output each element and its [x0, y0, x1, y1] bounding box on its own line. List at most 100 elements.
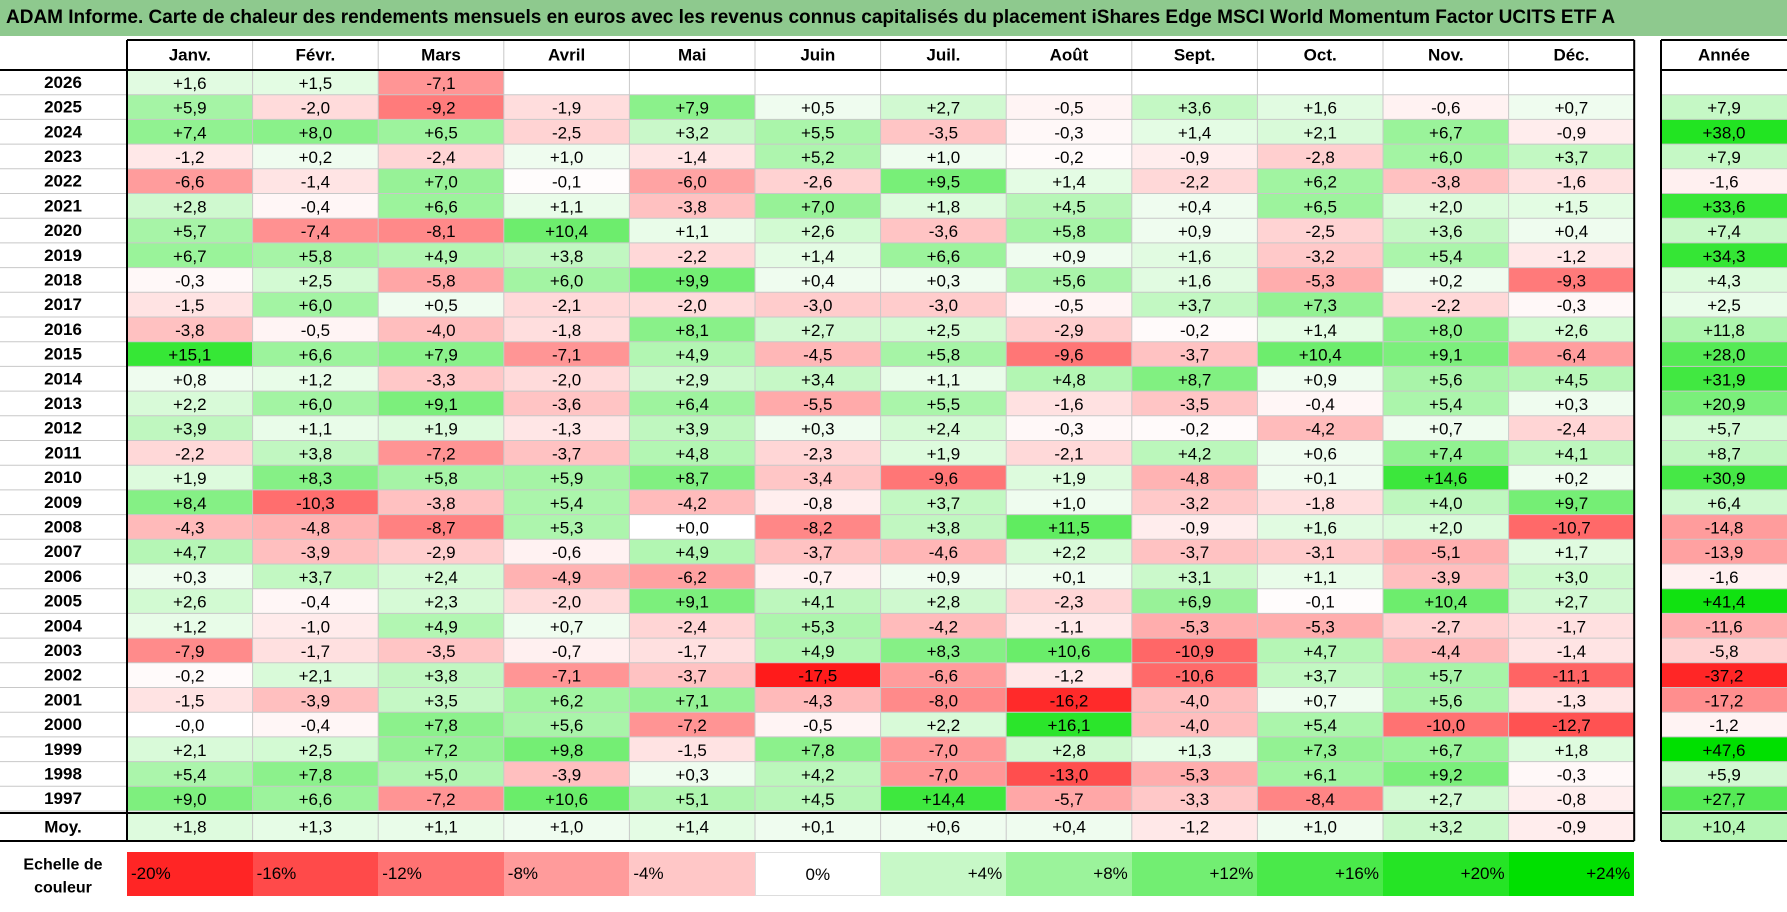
- heatmap-cell: [1383, 242, 1509, 268]
- cell-value: +14,6: [1424, 469, 1467, 488]
- heatmap-cell: [1131, 588, 1258, 614]
- heatmap-cell: [629, 440, 755, 466]
- annual-cell: [1661, 613, 1787, 639]
- annual-cell: [1661, 242, 1787, 268]
- heatmap-cell: [1006, 662, 1132, 688]
- average-cell: [629, 813, 755, 841]
- heatmap-cell: [1131, 440, 1258, 466]
- heatmap-cell: [880, 440, 1007, 466]
- month-header: Mai: [678, 46, 706, 65]
- heatmap-cell: [1383, 638, 1509, 663]
- heatmap-cell: [503, 736, 630, 762]
- cell-value: +1,9: [1052, 469, 1086, 488]
- cell-value: -3,9: [301, 691, 330, 710]
- cell-value: +7,2: [424, 741, 458, 760]
- heatmap-cell: [755, 687, 881, 713]
- heatmap-cell: [1257, 465, 1383, 490]
- heatmap-cell: [1508, 539, 1635, 564]
- heatmap-cell: [127, 786, 253, 811]
- cell-value: +3,7: [299, 568, 333, 587]
- cell-value: +8,7: [675, 469, 709, 488]
- cell-value: -2,3: [1054, 593, 1083, 612]
- heatmap-cell: [629, 415, 755, 441]
- cell-value: +6,0: [299, 395, 333, 414]
- heatmap-cell: [1131, 119, 1258, 145]
- cell-value: -2,7: [1431, 617, 1460, 636]
- cell-value: -8,0: [929, 691, 958, 710]
- heatmap-cell: [378, 242, 504, 268]
- average-value: +0,1: [801, 818, 835, 837]
- cell-value: -4,9: [552, 568, 581, 587]
- annual-value: +7,9: [1707, 148, 1741, 167]
- scale-swatch: +12%: [1131, 852, 1258, 896]
- heatmap-cell: [378, 712, 504, 737]
- cell-value: +10,4: [1299, 346, 1342, 365]
- cell-value: +2,1: [299, 667, 333, 686]
- heatmap-cell: [1006, 391, 1132, 416]
- cell-value: +6,7: [173, 247, 207, 266]
- scale-swatch: -20%: [127, 852, 253, 896]
- heatmap-cell: [378, 465, 504, 490]
- cell-value: +7,4: [1429, 444, 1463, 463]
- heatmap-cell: [1006, 761, 1132, 787]
- cell-value: -8,1: [426, 222, 455, 241]
- heatmap-cell: [503, 391, 630, 416]
- cell-value: +2,4: [927, 420, 961, 439]
- cell-value: -3,5: [1180, 395, 1209, 414]
- heatmap-cell: [1508, 687, 1635, 713]
- cell-value: +5,9: [173, 99, 207, 118]
- cell-value: +4,7: [173, 543, 207, 562]
- cell-value: -12,7: [1552, 716, 1591, 735]
- heatmap-cell: [1131, 391, 1258, 416]
- heatmap-cell: [629, 242, 755, 268]
- cell-value: +3,4: [801, 370, 835, 389]
- cell-value: +8,4: [173, 494, 207, 513]
- cell-value: +5,5: [801, 123, 835, 142]
- cell-value: -2,6: [803, 173, 832, 192]
- heatmap-cell: [1383, 539, 1509, 564]
- cell-value: +15,1: [168, 346, 211, 365]
- heatmap-cell: [1006, 218, 1132, 243]
- heatmap-cell: [503, 712, 630, 737]
- heatmap-cell: [1257, 662, 1383, 688]
- cell-value: +9,2: [1429, 765, 1463, 784]
- cell-value: -4,2: [929, 617, 958, 636]
- heatmap-cell: [1006, 267, 1132, 293]
- cell-value: -9,6: [929, 469, 958, 488]
- cell-value: +0,8: [173, 370, 207, 389]
- heatmap-cell: [880, 736, 1007, 762]
- annual-value: +7,9: [1707, 99, 1741, 118]
- cell-value: -2,5: [552, 123, 581, 142]
- annual-value: -37,2: [1705, 667, 1744, 686]
- heatmap-cell: [1257, 341, 1383, 367]
- heatmap-cell: [1006, 366, 1132, 392]
- cell-value: -0,3: [175, 271, 204, 290]
- month-header: Avril: [548, 46, 585, 65]
- heatmap-cell: [252, 662, 379, 688]
- heatmap-cell: [252, 119, 379, 145]
- cell-value: +7,8: [424, 716, 458, 735]
- cell-value: -3,8: [678, 197, 707, 216]
- cell-value: -7,1: [552, 346, 581, 365]
- heatmap-cell: [127, 564, 253, 589]
- average-annual-cell: [1661, 813, 1787, 841]
- annual-cell: [1661, 588, 1787, 614]
- cell-value: +1,0: [550, 148, 584, 167]
- cell-value: +1,0: [927, 148, 961, 167]
- cell-value: +1,1: [927, 370, 961, 389]
- cell-value: +7,9: [675, 99, 709, 118]
- cell-value: -2,2: [1431, 296, 1460, 315]
- cell-value: +2,6: [1555, 321, 1589, 340]
- annual-cell: [1661, 317, 1787, 342]
- heatmap-cell: [1383, 341, 1509, 367]
- annual-value: +41,4: [1702, 593, 1745, 612]
- heatmap-cell: [1006, 292, 1132, 317]
- annual-value: -17,2: [1705, 691, 1744, 710]
- heatmap-cell: [503, 415, 630, 441]
- annual-value: -11,6: [1705, 617, 1743, 636]
- row-year-label: 2006: [44, 567, 82, 586]
- heatmap-cell: [1006, 712, 1132, 737]
- average-cell: [252, 813, 379, 841]
- annual-cell: [1661, 341, 1787, 367]
- heatmap-cell: [1131, 687, 1258, 713]
